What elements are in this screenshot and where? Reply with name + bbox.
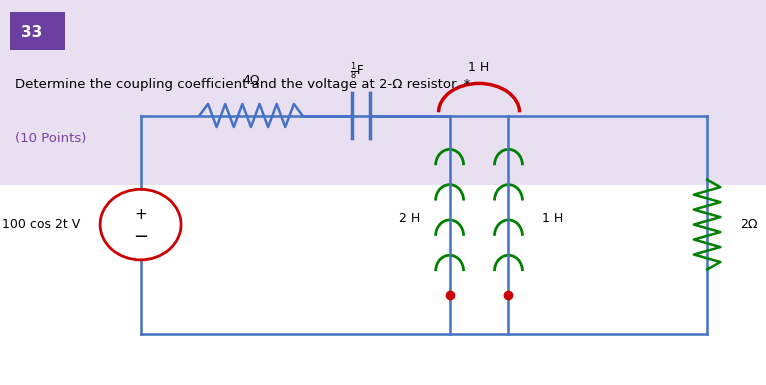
Text: 2 H: 2 H xyxy=(398,212,420,225)
Text: (10 Points): (10 Points) xyxy=(15,132,87,145)
Text: 1 H: 1 H xyxy=(542,212,563,225)
Text: 4Ω: 4Ω xyxy=(242,74,260,87)
Text: 100 cos 2t V: 100 cos 2t V xyxy=(2,218,80,231)
Text: +: + xyxy=(134,208,147,223)
Text: 33: 33 xyxy=(21,25,42,40)
Text: Determine the coupling coefficient and the voltage at 2-Ω resistor. *: Determine the coupling coefficient and t… xyxy=(15,78,470,91)
Text: −: − xyxy=(133,228,148,246)
Text: 1 H: 1 H xyxy=(469,61,489,74)
Text: $\frac{1}{8}$F: $\frac{1}{8}$F xyxy=(350,60,365,82)
Text: 2Ω: 2Ω xyxy=(740,218,758,231)
